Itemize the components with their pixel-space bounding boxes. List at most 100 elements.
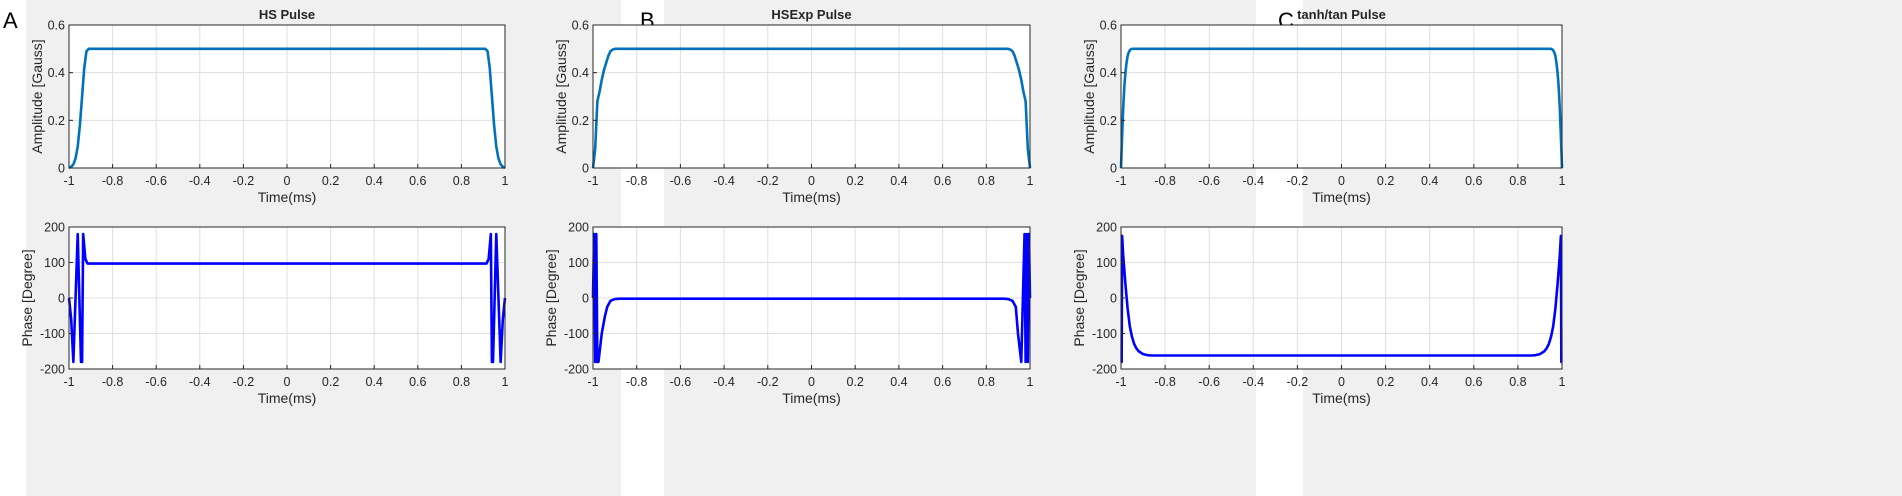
x-tick-label: 0.2 (322, 375, 339, 389)
x-tick-label: 0 (284, 174, 291, 188)
y-tick-label: -200 (40, 363, 65, 377)
x-tick-label: 0.8 (978, 375, 995, 389)
y-tick-label: 0.4 (572, 66, 589, 80)
x-tick-label: 0.4 (890, 375, 907, 389)
x-tick-label: -1 (587, 174, 598, 188)
y-tick-label: -200 (1092, 363, 1117, 377)
x-tick-label: 1 (1027, 375, 1034, 389)
x-tick-label: -0.4 (713, 174, 735, 188)
x-tick-label: -0.4 (1243, 375, 1265, 389)
x-tick-label: 1 (502, 375, 509, 389)
x-tick-label: -1 (587, 375, 598, 389)
x-tick-label: -0.6 (145, 375, 167, 389)
x-tick-label: 0.2 (847, 174, 864, 188)
x-tick-label: 0.8 (1509, 174, 1526, 188)
x-tick-label: -0.6 (145, 174, 167, 188)
x-tick-label: -0.6 (670, 375, 692, 389)
chart-title: tanh/tan Pulse (1297, 7, 1386, 22)
x-tick-label: -0.8 (626, 174, 648, 188)
y-axis-label: Amplitude [Gauss] (29, 39, 45, 153)
x-tick-label: -0.8 (102, 375, 124, 389)
x-tick-label: 0.8 (978, 174, 995, 188)
x-tick-label: 0.2 (1377, 375, 1394, 389)
y-tick-label: 0.2 (572, 114, 589, 128)
x-axis-label: Time(ms) (258, 390, 317, 406)
chart-title: HS Pulse (259, 7, 315, 22)
data-line-phase_tanh (1120, 234, 1563, 364)
x-tick-label: -0.4 (1243, 174, 1265, 188)
data-line-amp_hs (68, 47, 506, 170)
y-tick-label: 0 (1110, 162, 1117, 176)
y-tick-label: 0.6 (48, 19, 65, 33)
y-tick-label: 0 (1110, 292, 1117, 306)
plot-b-amplitude: -1 -0.8 -0.6 -0.4 -0.2 0 0.2 0.4 0.6 0.8 1 0 0.2 0.4 0… (553, 7, 1034, 205)
x-tick-label: 1 (1559, 174, 1566, 188)
data-line-amp_tanh (1119, 47, 1564, 169)
y-tick-label: 100 (44, 256, 65, 270)
y-tick-label: 0.6 (1100, 19, 1117, 33)
x-tick-label: 0.4 (366, 375, 383, 389)
y-axis-label: Phase [Degree] (1071, 249, 1087, 346)
x-tick-label: 0.6 (934, 375, 951, 389)
x-tick-label: -0.4 (189, 375, 211, 389)
x-tick-label: 0.4 (1421, 375, 1438, 389)
x-tick-label: -0.4 (189, 174, 211, 188)
x-tick-label: 1 (1027, 174, 1034, 188)
y-axis-label: Amplitude [Gauss] (553, 39, 569, 153)
y-tick-label: 200 (568, 221, 589, 235)
y-tick-label: 0 (58, 292, 65, 306)
panel-letter-a: A (3, 8, 18, 33)
y-tick-label: 0.2 (48, 114, 65, 128)
x-tick-label: 0.2 (322, 174, 339, 188)
x-tick-label: 0.8 (453, 174, 470, 188)
y-tick-label: 0.2 (1100, 114, 1117, 128)
x-tick-label: -0.8 (1154, 174, 1176, 188)
x-tick-label: 0 (808, 174, 815, 188)
x-tick-label: 0.4 (1421, 174, 1438, 188)
x-tick-label: -0.2 (1287, 375, 1309, 389)
x-tick-label: 0 (808, 375, 815, 389)
x-tick-label: 0.8 (453, 375, 470, 389)
x-tick-label: -1 (1115, 174, 1126, 188)
x-tick-label: 0.6 (409, 174, 426, 188)
x-tick-label: 0.6 (409, 375, 426, 389)
y-tick-label: -100 (564, 327, 589, 341)
y-tick-label: 0 (58, 162, 65, 176)
y-axis-label: Phase [Degree] (19, 249, 35, 346)
x-tick-label: 0 (1338, 375, 1345, 389)
y-tick-label: -100 (1092, 327, 1117, 341)
x-tick-label: 1 (502, 174, 509, 188)
y-tick-label: -100 (40, 327, 65, 341)
x-tick-label: -0.6 (1198, 375, 1220, 389)
data-line-phase_hs (67, 232, 507, 364)
x-tick-label: 0 (1338, 174, 1345, 188)
x-axis-label: Time(ms) (782, 189, 841, 205)
y-tick-label: 200 (1096, 221, 1117, 235)
x-tick-label: -0.8 (102, 174, 124, 188)
x-axis-label: Time(ms) (258, 189, 317, 205)
x-tick-label: 0 (284, 375, 291, 389)
x-tick-label: -0.8 (1154, 375, 1176, 389)
plot-c-amplitude: -1 -0.8 -0.6 -0.4 -0.2 0 0.2 0.4 0.6 0.8 1 0 0.2 0.4 0… (1081, 7, 1566, 205)
x-axis-label: Time(ms) (1312, 390, 1371, 406)
plot-b-phase: -1 -0.8 -0.6 -0.4 -0.2 0 0.2 0.4 0.6 0.8 1 -200 -100… (543, 221, 1034, 407)
x-tick-label: -0.2 (233, 174, 255, 188)
x-tick-label: 0.6 (1465, 375, 1482, 389)
x-tick-label: 0.2 (1377, 174, 1394, 188)
x-axis-label: Time(ms) (1312, 189, 1371, 205)
x-tick-label: -1 (63, 174, 74, 188)
x-axis-label: Time(ms) (782, 390, 841, 406)
x-tick-label: 0.4 (890, 174, 907, 188)
x-tick-label: -0.2 (1287, 174, 1309, 188)
chart-title: HSExp Pulse (771, 7, 851, 22)
x-tick-label: -1 (63, 375, 74, 389)
y-tick-label: 0 (582, 162, 589, 176)
x-tick-label: -0.2 (233, 375, 255, 389)
y-axis-label: Phase [Degree] (543, 249, 559, 346)
y-tick-label: -200 (564, 363, 589, 377)
y-tick-label: 0 (582, 292, 589, 306)
y-tick-label: 100 (1096, 256, 1117, 270)
plot-c-phase: -1 -0.8 -0.6 -0.4 -0.2 0 0.2 0.4 0.6 0.8 1 -200 -100… (1071, 221, 1566, 407)
x-tick-label: -0.6 (670, 174, 692, 188)
